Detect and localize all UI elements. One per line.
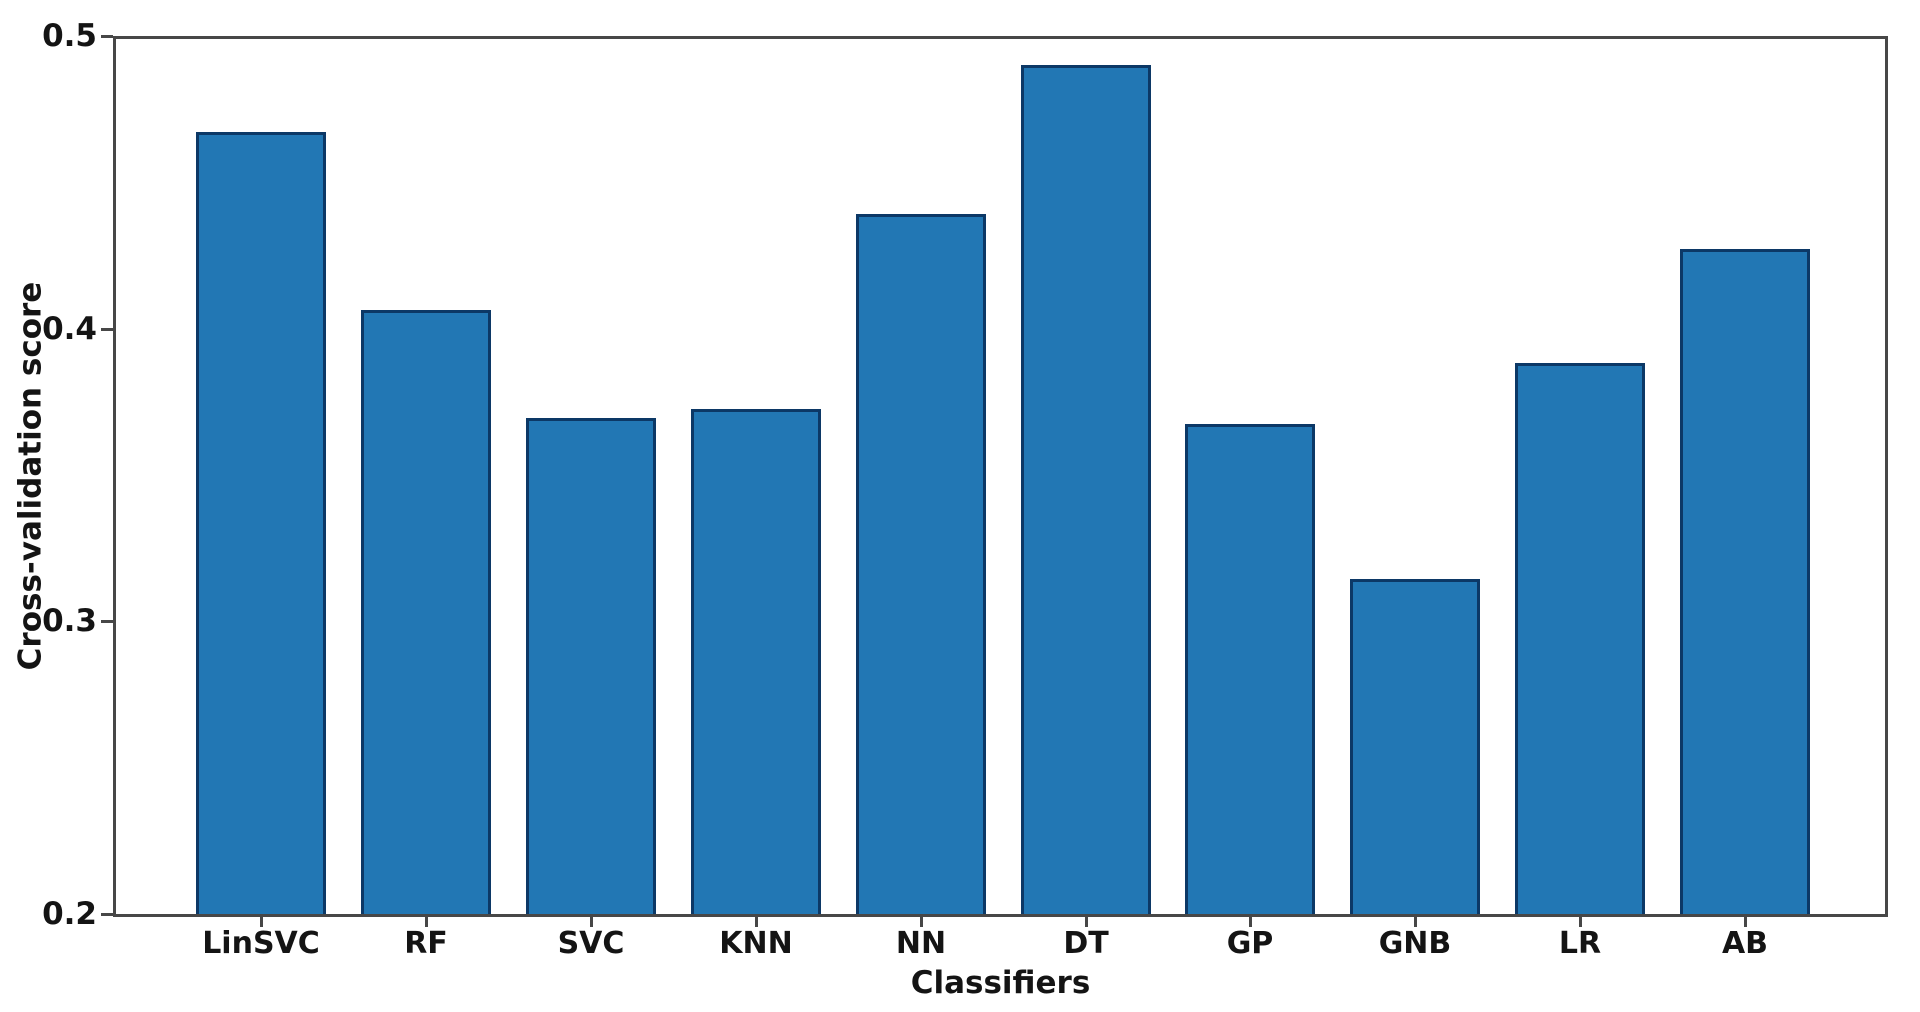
x-tick-label-linsvc: LinSVC xyxy=(202,926,320,961)
y-tick-0.4 xyxy=(101,328,113,331)
x-tick-label-knn: KNN xyxy=(719,926,793,961)
x-axis-label: Classifiers xyxy=(910,965,1091,1001)
x-tick-lr xyxy=(1579,917,1582,927)
bar-lr xyxy=(1515,363,1645,914)
x-tick-gp xyxy=(1249,917,1252,927)
bar-rf xyxy=(361,310,491,914)
bar-ab xyxy=(1680,249,1810,914)
x-tick-svc xyxy=(590,917,593,927)
x-tick-linsvc xyxy=(260,917,263,927)
y-tick-0.3 xyxy=(101,620,113,623)
x-tick-label-dt: DT xyxy=(1063,926,1109,961)
y-tick-label-0.3: 0.3 xyxy=(42,603,97,639)
bar-gnb xyxy=(1350,579,1480,914)
x-tick-rf xyxy=(425,917,428,927)
y-tick-0.5 xyxy=(101,35,113,38)
bar-nn xyxy=(856,214,986,914)
x-tick-label-rf: RF xyxy=(404,926,448,961)
x-tick-dt xyxy=(1085,917,1088,927)
x-tick-gnb xyxy=(1414,917,1417,927)
x-tick-nn xyxy=(920,917,923,927)
y-tick-label-0.2: 0.2 xyxy=(42,896,97,932)
x-tick-label-gp: GP xyxy=(1226,926,1274,961)
x-tick-label-nn: NN xyxy=(895,926,947,961)
x-tick-label-gnb: GNB xyxy=(1378,926,1452,961)
y-tick-label-0.4: 0.4 xyxy=(42,311,97,347)
x-tick-knn xyxy=(755,917,758,927)
y-tick-label-0.5: 0.5 xyxy=(42,18,97,54)
x-tick-label-ab: AB xyxy=(1721,926,1769,961)
bar-dt xyxy=(1021,65,1151,914)
x-tick-ab xyxy=(1744,917,1747,927)
bar-svc xyxy=(526,418,656,914)
plot-area xyxy=(113,36,1888,917)
bar-linsvc xyxy=(196,132,326,914)
bar-knn xyxy=(691,409,821,914)
x-tick-label-svc: SVC xyxy=(557,926,625,961)
x-tick-label-lr: LR xyxy=(1558,926,1602,961)
bar-gp xyxy=(1185,424,1315,914)
y-tick-0.2 xyxy=(101,913,113,916)
